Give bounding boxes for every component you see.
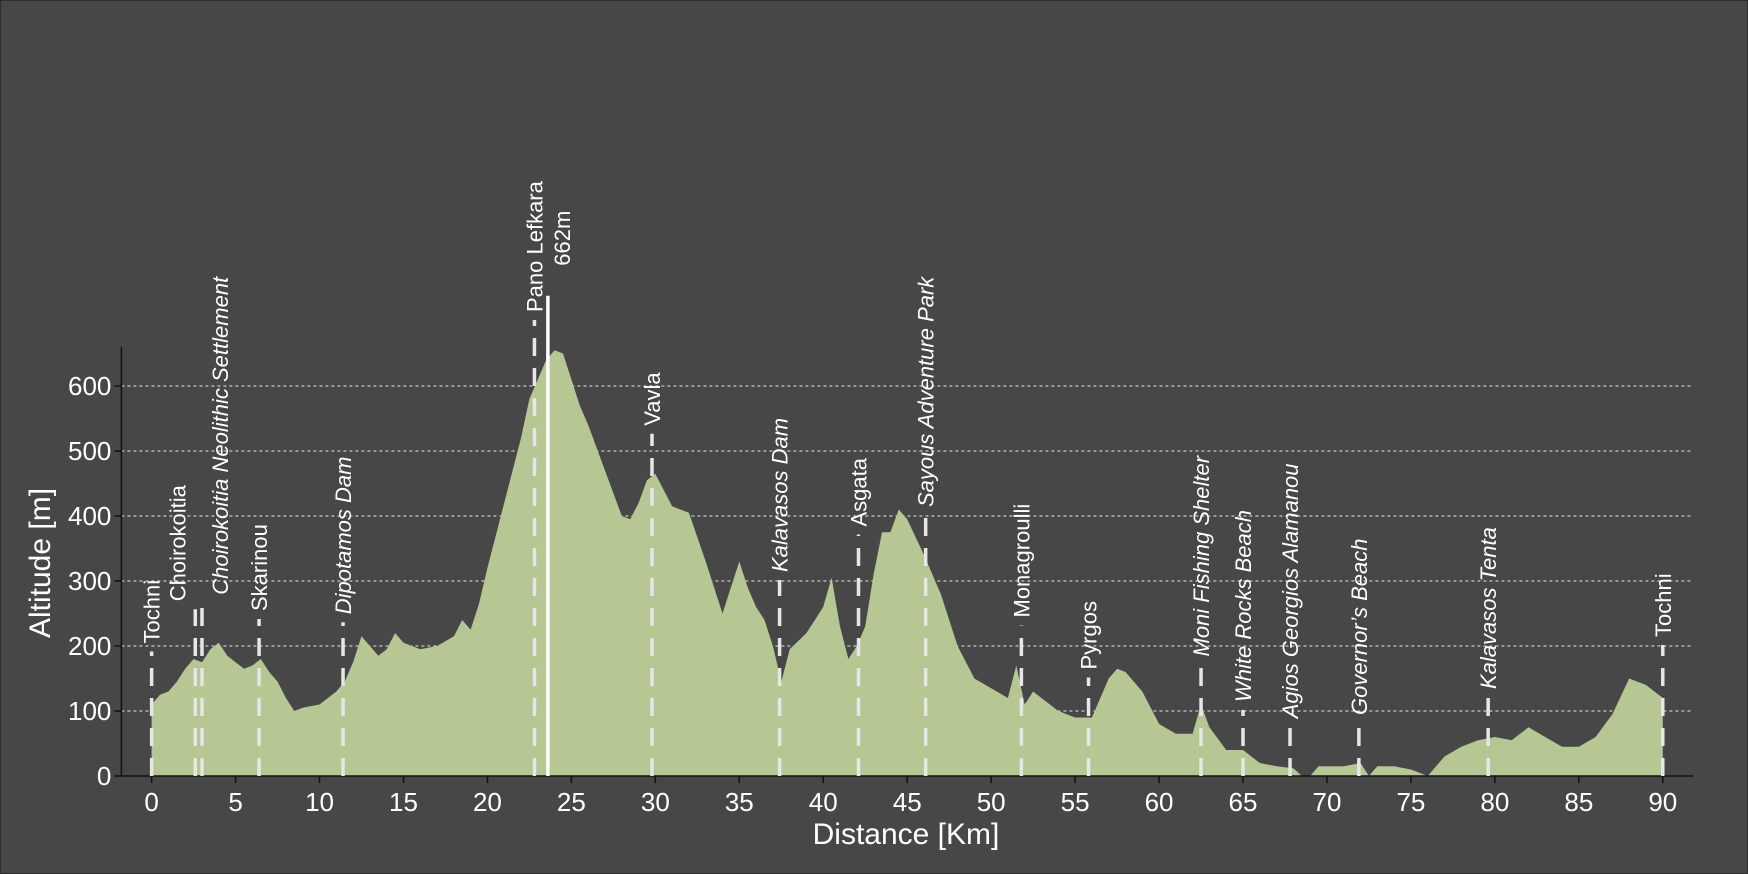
waypoint-label: Tochni	[140, 580, 165, 644]
waypoint-label: Tochni	[1651, 573, 1676, 637]
elevation-area	[151, 350, 1663, 776]
x-tick-label: 20	[473, 787, 502, 817]
waypoint-label: Kalavasos Tenta	[1476, 527, 1501, 689]
x-tick-label: 85	[1564, 787, 1593, 817]
y-tick-label: 200	[68, 631, 111, 661]
waypoint-label: Pyrgos	[1077, 601, 1102, 669]
x-tick-label: 10	[305, 787, 334, 817]
waypoint-label: Skarinou	[247, 524, 272, 611]
x-tick-label: 40	[809, 787, 838, 817]
y-tick-label: 0	[97, 761, 111, 791]
waypoint-label: Kalavasos Dam	[768, 418, 793, 572]
x-axis-title: Distance [Km]	[813, 818, 1000, 851]
waypoint-label: Choirokoitia Neolithic Settlement	[208, 276, 233, 595]
peak-label: 662m	[550, 211, 575, 266]
waypoint-label: Asgata	[847, 457, 872, 526]
y-tick-label: 600	[68, 371, 111, 401]
waypoint-label: Choirokoitia	[165, 484, 190, 601]
y-tick-label: 400	[68, 501, 111, 531]
y-axis-title: Altitude [m]	[24, 488, 57, 638]
x-tick-label: 55	[1061, 787, 1090, 817]
x-tick-label: 75	[1396, 787, 1425, 817]
y-tick-label: 100	[68, 696, 111, 726]
x-tick-label: 45	[893, 787, 922, 817]
waypoint-label: Monagroulli	[1009, 504, 1034, 618]
waypoint-label: Moni Fishing Shelter	[1189, 454, 1214, 656]
x-tick-label: 35	[725, 787, 754, 817]
x-tick-label: 0	[144, 787, 158, 817]
waypoint-label: Sayous Adventure Park	[914, 276, 939, 507]
x-tick-label: 65	[1229, 787, 1258, 817]
x-tick-label: 70	[1313, 787, 1342, 817]
x-tick-label: 80	[1480, 787, 1509, 817]
x-tick-label: 15	[389, 787, 418, 817]
waypoint-label: Vavla	[640, 372, 665, 426]
x-tick-label: 90	[1648, 787, 1677, 817]
x-tick-label: 60	[1145, 787, 1174, 817]
y-tick-label: 500	[68, 436, 111, 466]
waypoint-label: Pano Lefkara	[522, 180, 547, 312]
x-tick-label: 5	[228, 787, 242, 817]
y-tick-label: 300	[68, 566, 111, 596]
waypoint-label: Governor’s Beach	[1347, 538, 1372, 715]
x-tick-label: 25	[557, 787, 586, 817]
waypoint-label: Agios Georgios Alamanou	[1278, 463, 1303, 720]
waypoint-label: White Rocks Beach	[1231, 510, 1256, 702]
x-tick-label: 50	[977, 787, 1006, 817]
waypoint-label: Dipotamos Dam	[331, 457, 356, 615]
x-tick-label: 30	[641, 787, 670, 817]
